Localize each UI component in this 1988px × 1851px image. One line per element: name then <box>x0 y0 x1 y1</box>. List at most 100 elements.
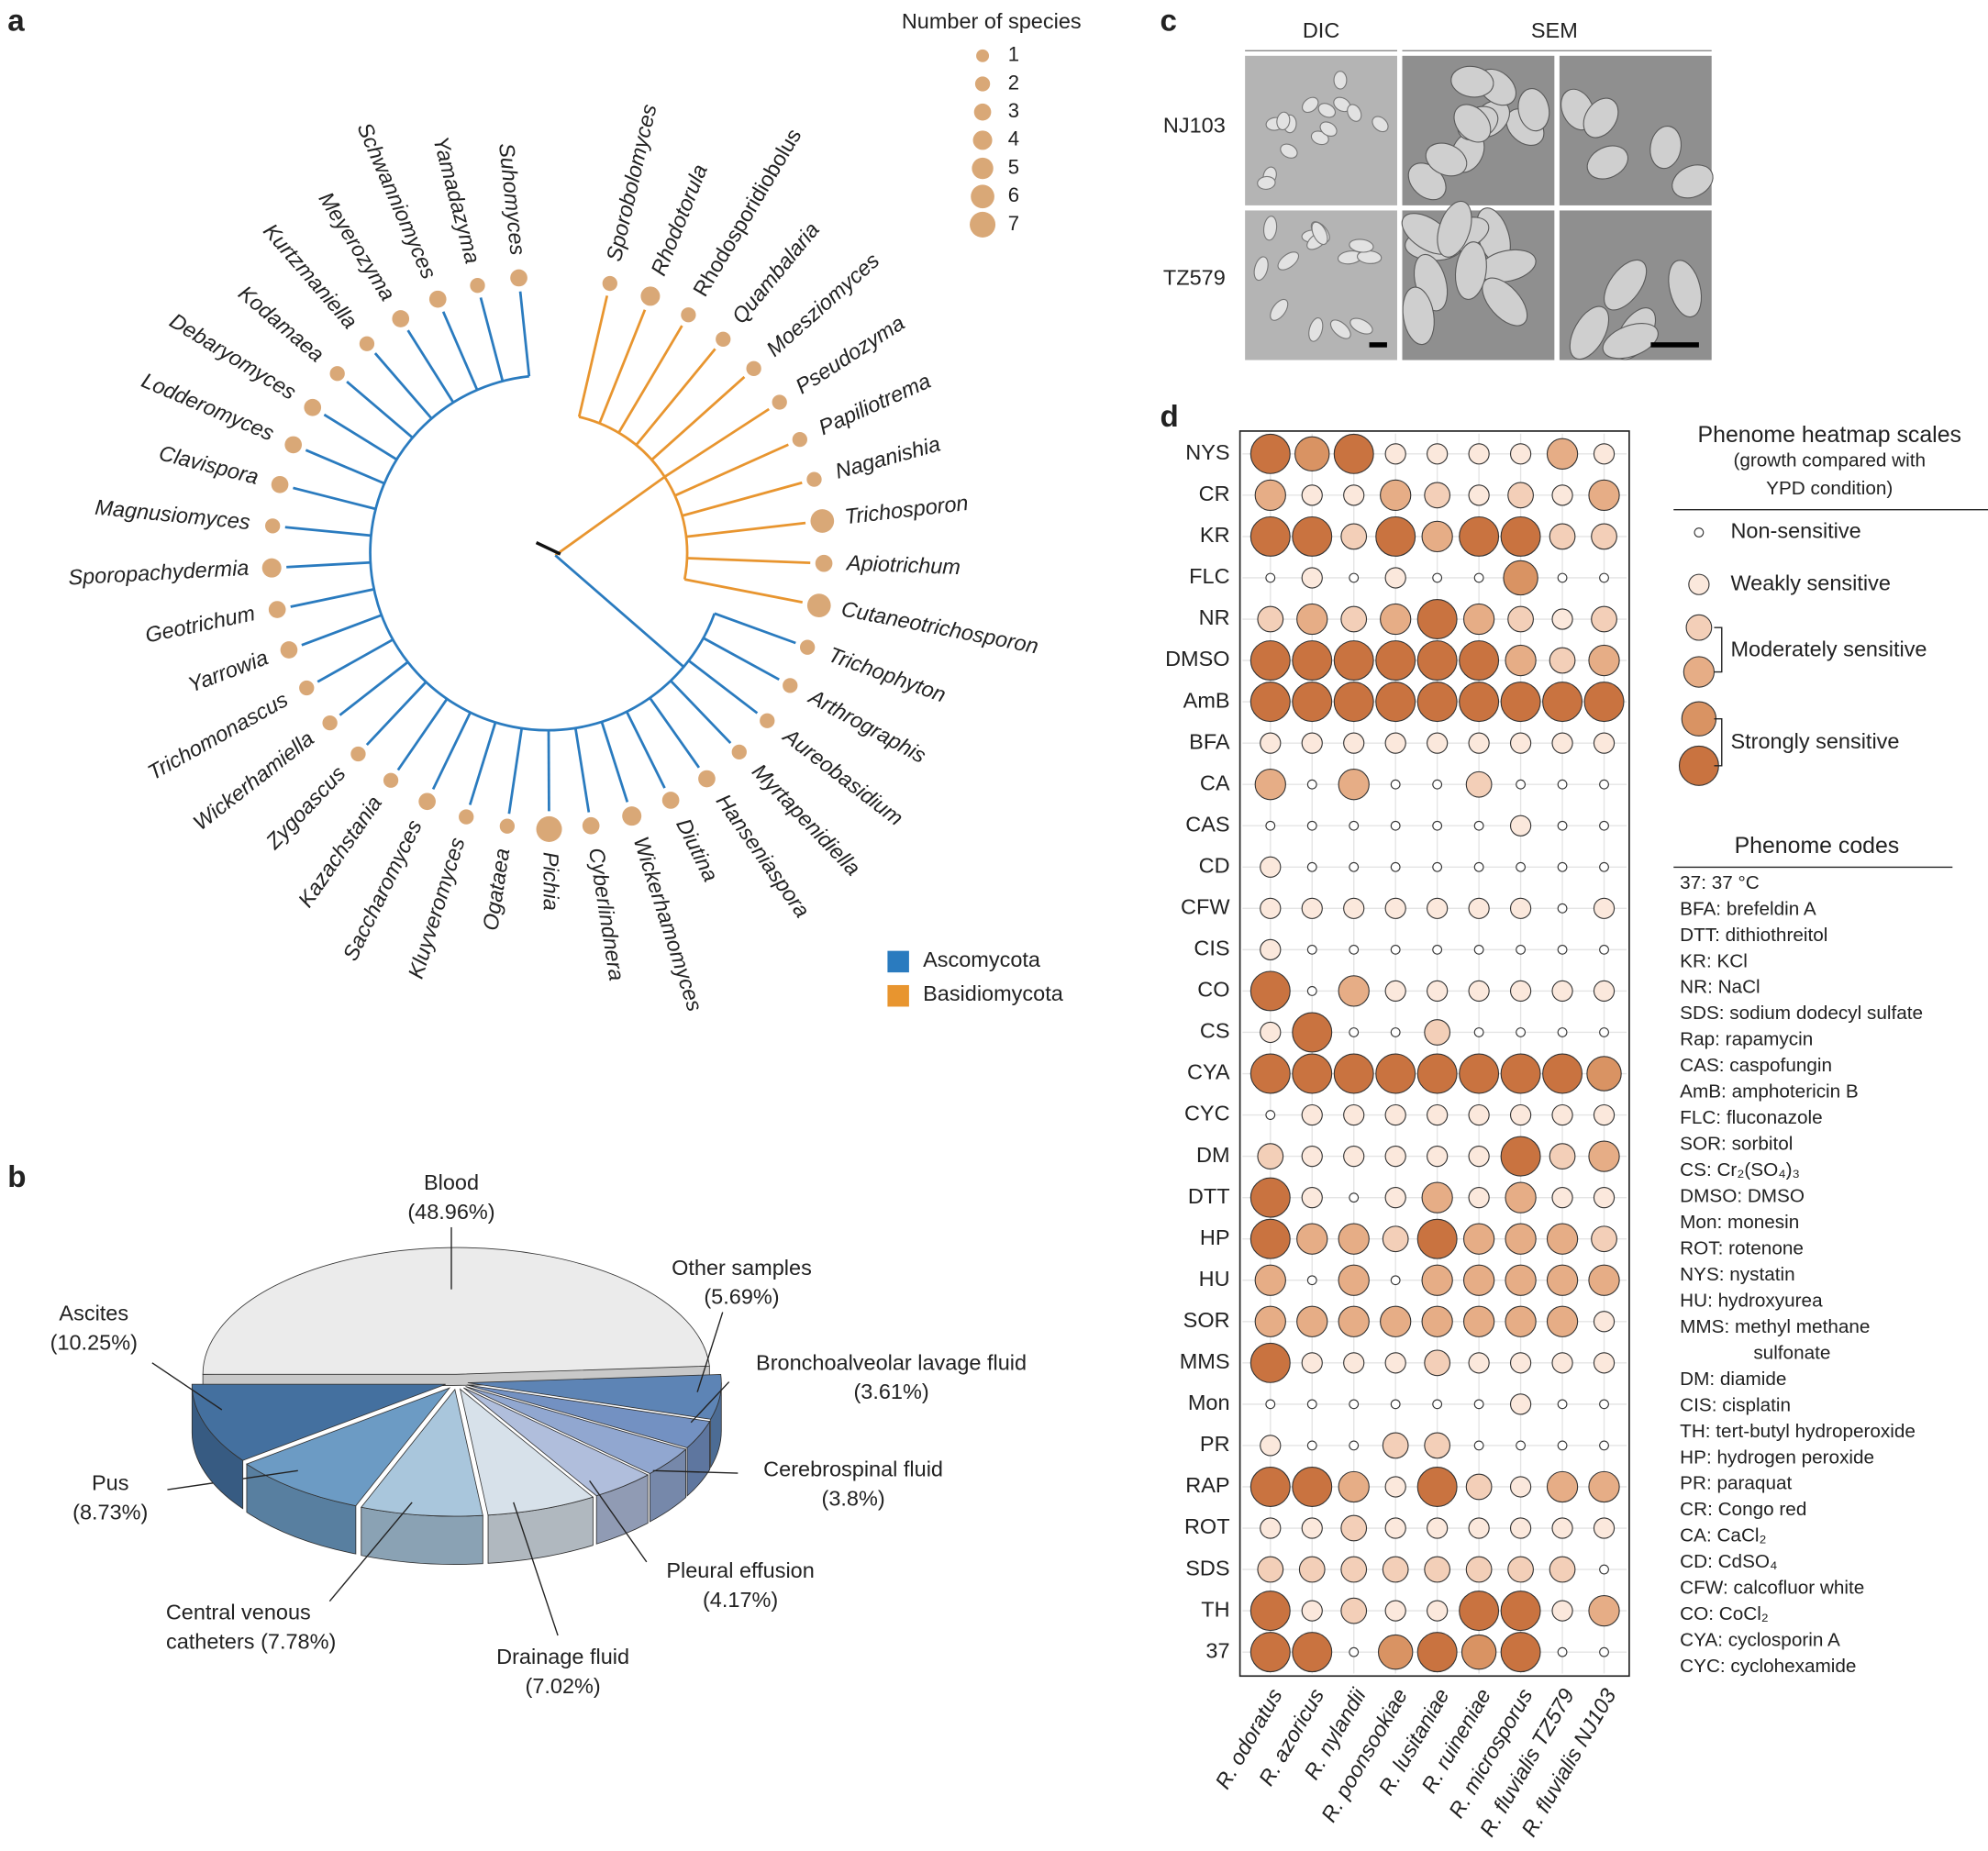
heat-dot <box>1432 779 1443 790</box>
species-dot <box>661 792 680 809</box>
species-dot <box>268 601 286 618</box>
cell <box>1604 259 1648 311</box>
scale-dot <box>1688 573 1710 595</box>
heat-dot <box>1505 1181 1537 1214</box>
heat-dot <box>1343 1352 1365 1374</box>
genus-label: Clavispora <box>157 440 261 489</box>
slice-label: Other samples <box>672 1256 812 1280</box>
heat-dot <box>1306 820 1317 831</box>
heat-dot <box>1588 644 1620 677</box>
heat-dot <box>1384 567 1406 589</box>
branch <box>301 614 383 647</box>
species-dot <box>792 431 807 448</box>
branch <box>670 680 732 744</box>
heat-dot <box>1296 603 1328 636</box>
heat-dot <box>1473 820 1484 831</box>
heat-dot <box>1349 1440 1360 1451</box>
slice-label: Drainage fluid <box>496 1645 629 1668</box>
legend-value: 6 <box>1008 183 1019 206</box>
heat-dot <box>1468 443 1490 465</box>
genus-label: Yarrowia <box>184 645 271 696</box>
legend-title: Number of species <box>902 9 1082 33</box>
clade-arc <box>369 374 716 732</box>
heat-dot <box>1557 1027 1568 1037</box>
row-label: CA <box>1200 770 1230 794</box>
cell <box>1317 103 1337 118</box>
genus-label: Cutaneotrichosporon <box>839 596 1040 658</box>
branch <box>284 526 372 538</box>
heat-dot <box>1557 1399 1568 1410</box>
heat-dot <box>1500 1632 1541 1673</box>
slice-label: (3.61%) <box>853 1380 928 1403</box>
heat-dot <box>1599 1440 1609 1451</box>
heat-dot <box>1265 1399 1276 1410</box>
cell <box>1308 317 1324 342</box>
heat-dot <box>1349 820 1360 831</box>
heat-dot <box>1509 1476 1532 1498</box>
branch <box>293 486 376 511</box>
heat-dot <box>1427 732 1449 754</box>
row-label: HU <box>1199 1267 1230 1291</box>
phylum-swatch <box>887 950 909 973</box>
row-label: PR <box>1200 1432 1230 1456</box>
heat-dot <box>1377 1634 1414 1670</box>
branch <box>396 698 449 771</box>
slice-top <box>459 1388 594 1516</box>
slice-label: (48.96%) <box>407 1200 494 1224</box>
row-label: CFW <box>1181 895 1230 919</box>
species-dot <box>265 518 281 534</box>
legend-dot <box>973 103 992 121</box>
heat-dot <box>1599 1564 1609 1575</box>
heat-dot <box>1505 1305 1537 1337</box>
code-entry: DTT: dithiothreitol <box>1680 925 1827 946</box>
heat-dot <box>1301 1600 1323 1622</box>
slice-shade <box>192 1384 243 1509</box>
species-dot <box>280 641 298 659</box>
legend-dot <box>970 211 996 238</box>
row-label: MMS <box>1180 1349 1230 1373</box>
scale-bar <box>1369 342 1387 348</box>
cell <box>1372 116 1389 133</box>
heat-dot <box>1249 640 1291 682</box>
heat-dot <box>1509 732 1532 754</box>
heat-dot <box>1349 1646 1360 1657</box>
cell <box>1649 125 1682 170</box>
heat-dot <box>1591 1225 1617 1253</box>
cell <box>1602 323 1659 360</box>
branch <box>431 712 472 791</box>
branch <box>468 722 497 805</box>
species-dot <box>640 286 661 306</box>
species-dot <box>799 639 816 655</box>
branch <box>317 638 394 683</box>
row-label: 37 <box>1205 1638 1229 1662</box>
heat-dot <box>1380 603 1412 636</box>
heat-dot <box>1516 944 1526 955</box>
branch <box>674 443 789 497</box>
heat-dot <box>1588 479 1620 512</box>
heat-dot <box>1557 861 1568 872</box>
code-entry: NYS: nystatin <box>1680 1264 1795 1285</box>
heat-dot <box>1421 520 1453 553</box>
heat-dot <box>1424 1019 1451 1046</box>
branch <box>573 727 591 813</box>
heat-dot <box>1509 897 1532 919</box>
heat-dot <box>1349 1192 1360 1203</box>
species-dot <box>392 310 410 327</box>
heat-dot <box>1333 640 1374 682</box>
heat-dot <box>1301 567 1323 589</box>
heat-dot <box>1421 1181 1453 1214</box>
leader-line <box>696 1312 724 1392</box>
heat-dot <box>1249 1053 1291 1094</box>
heat-dot <box>1384 1103 1406 1126</box>
heat-dot <box>1468 484 1490 506</box>
genus-label: Suhomyces <box>494 142 530 257</box>
heat-dot <box>1260 897 1282 919</box>
heat-dot <box>1421 1264 1453 1296</box>
heat-dot <box>1599 820 1609 831</box>
heat-dot <box>1551 1517 1573 1539</box>
branch <box>365 681 428 746</box>
heat-dot <box>1249 1632 1291 1673</box>
legend-value: 5 <box>1008 155 1019 178</box>
heat-dot <box>1557 944 1568 955</box>
heat-dot <box>1338 1264 1370 1296</box>
